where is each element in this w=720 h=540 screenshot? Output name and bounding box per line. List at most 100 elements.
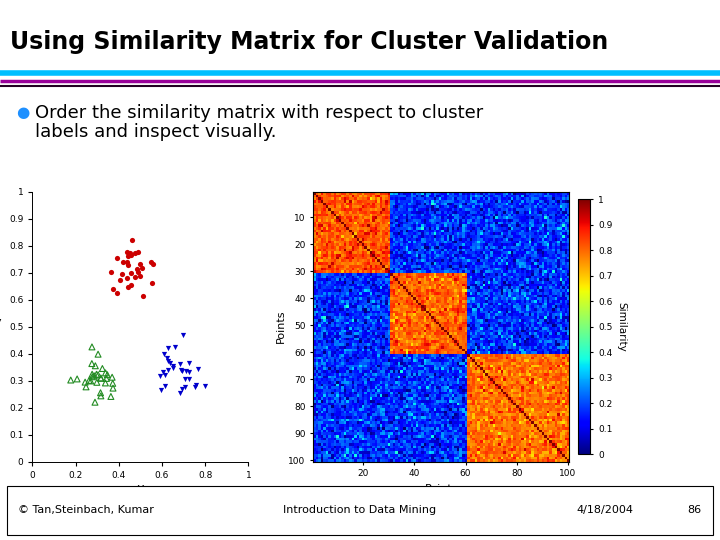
X-axis label: X: X — [137, 485, 144, 495]
Point — [102, 370, 113, 379]
Point — [174, 359, 186, 368]
Point — [177, 330, 189, 339]
Point — [162, 343, 174, 352]
Point — [161, 354, 172, 362]
Point — [154, 372, 166, 381]
Point — [164, 359, 176, 367]
Point — [176, 384, 188, 393]
Point — [95, 374, 107, 383]
Point — [86, 370, 98, 379]
Point — [101, 374, 112, 383]
Point — [176, 366, 187, 375]
Point — [138, 292, 149, 301]
Point — [121, 258, 132, 267]
Point — [183, 367, 194, 376]
Point — [159, 371, 171, 380]
Point — [199, 382, 211, 390]
Point — [189, 383, 201, 391]
Point — [175, 389, 186, 397]
Point — [122, 274, 133, 282]
Point — [122, 248, 133, 256]
Point — [92, 350, 104, 359]
Y-axis label: Similarity: Similarity — [616, 302, 626, 352]
Text: 86: 86 — [688, 505, 702, 515]
Point — [134, 272, 145, 281]
Point — [111, 254, 122, 262]
Point — [84, 376, 95, 384]
Point — [107, 379, 119, 388]
Point — [86, 373, 98, 381]
Point — [85, 376, 96, 385]
Point — [112, 289, 123, 298]
Point — [100, 369, 112, 377]
Point — [91, 378, 102, 387]
Point — [105, 267, 117, 276]
Point — [122, 252, 134, 261]
Point — [132, 247, 143, 256]
Point — [132, 268, 144, 276]
Point — [125, 281, 137, 290]
Point — [86, 359, 98, 368]
Point — [145, 258, 157, 267]
Text: Using Similarity Matrix for Cluster Validation: Using Similarity Matrix for Cluster Vali… — [10, 30, 608, 53]
Point — [71, 375, 83, 383]
Point — [131, 265, 143, 273]
Point — [147, 260, 158, 268]
Point — [181, 367, 192, 375]
Text: ●: ● — [16, 105, 29, 120]
Y-axis label: Points: Points — [276, 310, 286, 343]
Text: 4/18/2004: 4/18/2004 — [576, 505, 633, 515]
Point — [168, 361, 179, 370]
Point — [80, 382, 91, 391]
Point — [157, 368, 168, 376]
Point — [129, 273, 140, 282]
Point — [95, 374, 107, 382]
Point — [158, 349, 169, 358]
Point — [183, 359, 194, 367]
Point — [89, 361, 101, 370]
Y-axis label: y: y — [0, 316, 1, 327]
Point — [99, 379, 111, 387]
Point — [122, 260, 134, 269]
Point — [96, 364, 108, 373]
Point — [190, 381, 202, 390]
Point — [107, 384, 119, 393]
Point — [179, 383, 191, 392]
Text: Introduction to Data Mining: Introduction to Data Mining — [284, 505, 436, 515]
Point — [127, 235, 138, 244]
X-axis label: Points: Points — [425, 484, 458, 494]
Point — [108, 285, 120, 294]
Point — [95, 388, 107, 397]
Text: labels and inspect visually.: labels and inspect visually. — [35, 123, 276, 140]
Point — [125, 248, 136, 257]
Point — [163, 366, 174, 374]
Point — [146, 279, 158, 287]
Point — [122, 283, 134, 292]
Point — [183, 375, 194, 383]
Point — [180, 375, 192, 383]
Text: © Tan,Steinbach, Kumar: © Tan,Steinbach, Kumar — [18, 505, 154, 515]
Point — [89, 372, 100, 380]
Point — [170, 343, 181, 352]
Point — [117, 258, 129, 267]
Point — [136, 263, 148, 272]
Point — [95, 392, 107, 400]
Point — [125, 251, 137, 259]
Point — [192, 365, 204, 374]
Point — [116, 270, 127, 279]
Point — [114, 275, 126, 284]
Point — [155, 386, 166, 394]
Point — [130, 249, 141, 258]
Point — [86, 342, 98, 351]
Point — [89, 398, 101, 407]
Point — [125, 269, 137, 278]
Point — [65, 376, 76, 384]
Point — [107, 373, 118, 382]
Point — [135, 260, 146, 269]
Point — [159, 382, 171, 391]
Point — [79, 378, 91, 387]
Point — [167, 364, 179, 373]
Point — [92, 370, 104, 379]
Point — [176, 367, 188, 375]
Text: Order the similarity matrix with respect to cluster: Order the similarity matrix with respect… — [35, 104, 483, 122]
